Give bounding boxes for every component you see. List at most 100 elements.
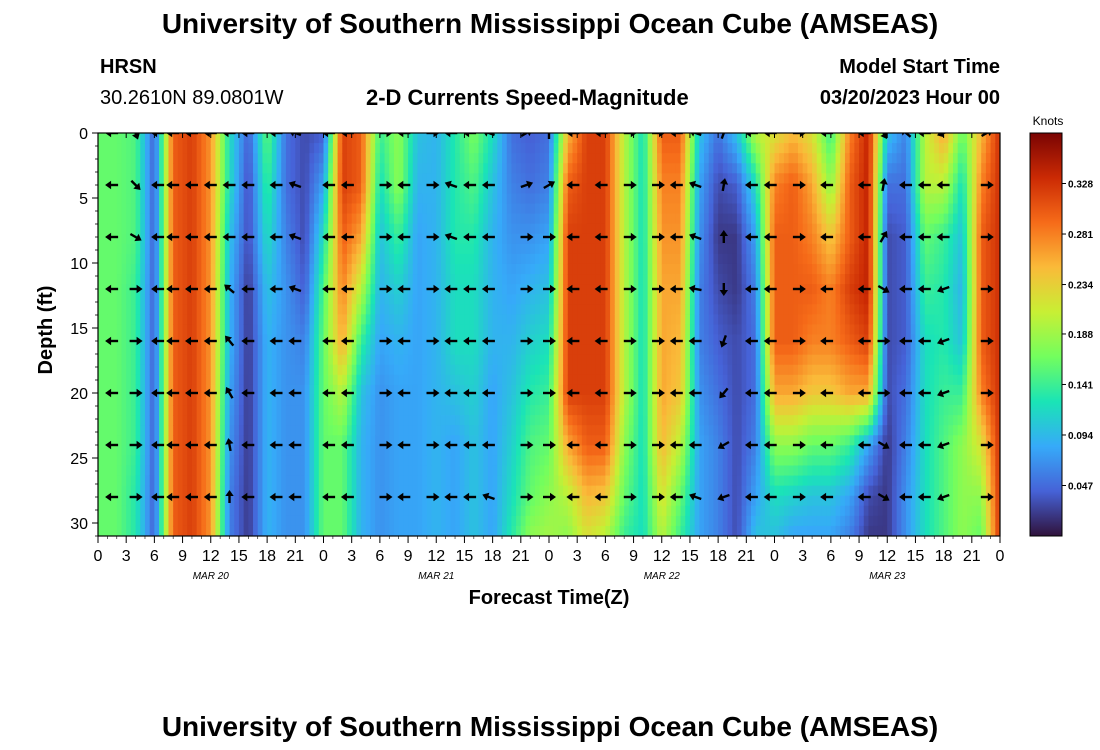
heat-cell [675, 475, 682, 487]
heat-cell [342, 475, 348, 487]
heat-cell [168, 445, 174, 456]
heat-cell [346, 223, 353, 235]
heat-cell [238, 173, 245, 184]
heat-cell [558, 203, 564, 215]
heat-cell [661, 263, 668, 275]
heat-cell [130, 304, 137, 315]
heat-cell [384, 344, 390, 356]
heat-cell [351, 505, 357, 517]
heat-cell [642, 314, 649, 326]
heat-cell [300, 173, 306, 184]
heat-cell [403, 163, 409, 174]
heat-cell [652, 425, 658, 436]
heat-cell [328, 243, 334, 255]
heat-cell [267, 384, 273, 396]
heat-cell [191, 243, 198, 255]
heat-cell [586, 334, 592, 346]
heat-cell [159, 324, 165, 336]
heat-cell [497, 274, 503, 285]
heat-cell [154, 213, 160, 225]
heat-cell [196, 364, 202, 376]
heat-cell [191, 354, 198, 366]
heat-cell [520, 294, 527, 305]
heat-cell [300, 203, 306, 215]
heat-cell [318, 425, 325, 436]
heat-cell [210, 515, 217, 527]
heat-cell [309, 324, 315, 336]
heat-cell [370, 515, 376, 527]
heat-cell [525, 143, 531, 154]
heat-cell [384, 505, 390, 517]
heat-cell [234, 415, 240, 426]
heat-cell [642, 374, 649, 386]
heat-cell [511, 163, 517, 174]
heat-cell [285, 364, 292, 376]
heat-cell [365, 455, 372, 467]
heat-cell [619, 223, 625, 235]
heat-cell [614, 163, 621, 174]
heat-cell [506, 213, 513, 225]
heat-cell [666, 465, 672, 477]
heat-cell [558, 153, 564, 164]
heat-cell [619, 274, 625, 285]
heat-cell [436, 374, 442, 386]
heat-cell [102, 455, 108, 467]
heat-cell [628, 253, 635, 265]
heat-cell [243, 163, 249, 174]
heat-cell [276, 344, 282, 356]
heat-cell [346, 324, 353, 336]
heat-cell [426, 143, 433, 154]
heat-cell [657, 173, 663, 184]
heat-cell [107, 485, 113, 497]
heat-cell [502, 193, 508, 205]
heat-cell [121, 485, 127, 497]
heat-cell [196, 294, 202, 305]
heat-cell [361, 435, 367, 446]
heat-cell [177, 525, 184, 536]
heat-cell [455, 243, 461, 255]
heat-cell [314, 455, 320, 467]
heat-cell [624, 314, 630, 326]
heat-cell [647, 445, 653, 456]
heat-cell [290, 435, 296, 446]
heat-cell [285, 274, 292, 285]
heat-cell [290, 354, 296, 366]
heat-cell [238, 133, 245, 144]
heat-cell [459, 243, 466, 255]
heat-cell [332, 354, 339, 366]
heat-cell [530, 304, 536, 315]
heat-cell [393, 495, 400, 507]
heat-cell [549, 394, 555, 406]
heat-cell [502, 445, 508, 456]
heat-cell [553, 465, 559, 477]
heat-cell [121, 173, 127, 184]
heat-cell [455, 153, 461, 164]
heat-cell [206, 394, 212, 406]
heat-cell [412, 425, 419, 436]
heat-cell [539, 384, 545, 396]
heat-cell [426, 263, 433, 275]
heat-cell [666, 394, 672, 406]
heat-cell [553, 475, 559, 487]
heat-cell [375, 394, 381, 406]
heat-cell [412, 455, 419, 467]
heat-cell [361, 324, 367, 336]
heat-cell [215, 374, 221, 386]
heat-cell [332, 284, 339, 295]
heat-cell [191, 465, 198, 477]
heat-cell [440, 274, 447, 285]
heat-cell [140, 505, 146, 517]
heat-cell [159, 425, 165, 436]
heat-cell [285, 284, 292, 295]
heat-cell [666, 143, 672, 154]
heat-cell [309, 455, 315, 467]
heat-cell [98, 294, 104, 305]
heat-cell [112, 425, 118, 436]
heat-cell [262, 465, 268, 477]
heat-cell [384, 405, 390, 416]
heat-cell [346, 263, 353, 275]
heat-cell [464, 344, 470, 356]
heat-cell [215, 505, 221, 517]
heat-cell [168, 263, 174, 275]
heat-cell [300, 425, 306, 436]
